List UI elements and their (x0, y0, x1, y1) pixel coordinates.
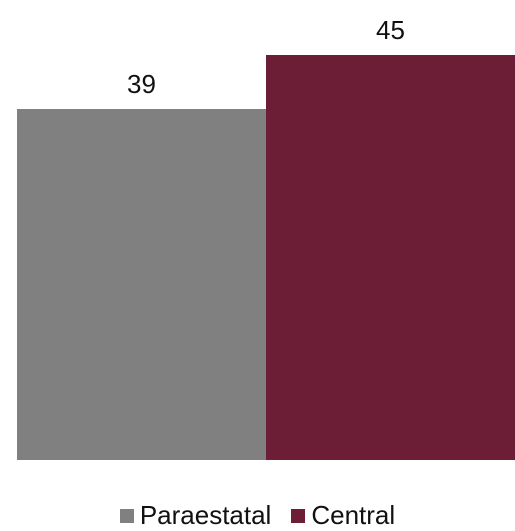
chart-legend: Paraestatal Central (0, 500, 515, 531)
legend-label-central: Central (311, 500, 396, 530)
data-label-central: 45 (376, 15, 405, 45)
bar-paraestatal (17, 109, 266, 460)
legend-swatch-central (291, 508, 306, 523)
legend-item-central: Central (291, 500, 395, 531)
bar-chart: 39 45 (17, 15, 515, 460)
data-label-paraestatal: 39 (127, 69, 156, 99)
legend-item-paraestatal: Paraestatal (119, 500, 272, 531)
legend-label-paraestatal: Paraestatal (139, 500, 272, 530)
legend-swatch-paraestatal (119, 508, 134, 523)
bar-central (266, 55, 515, 460)
